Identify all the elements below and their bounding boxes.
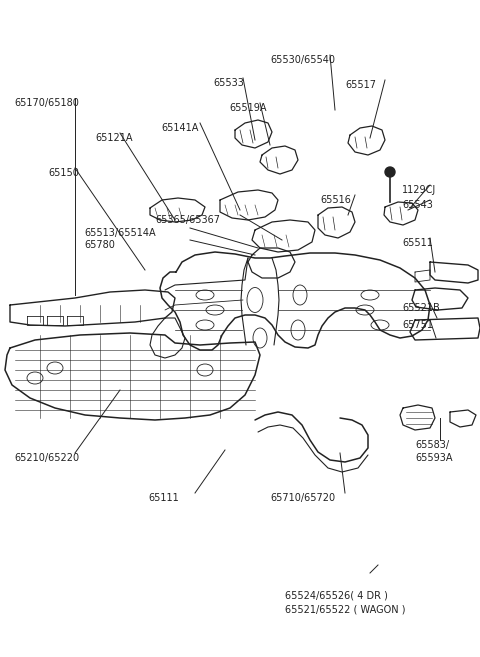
Text: 65121A: 65121A xyxy=(95,133,132,143)
Text: 65533: 65533 xyxy=(213,78,244,88)
Text: 65141A: 65141A xyxy=(161,123,198,133)
Text: 65780: 65780 xyxy=(84,240,115,250)
Text: 65543: 65543 xyxy=(402,200,433,210)
Text: 65513/65514A: 65513/65514A xyxy=(84,228,156,238)
Text: 65516: 65516 xyxy=(320,195,351,205)
Text: 65210/65220: 65210/65220 xyxy=(14,453,79,463)
Text: 65517: 65517 xyxy=(345,80,376,90)
Text: 65150: 65150 xyxy=(48,168,79,178)
Text: 65511: 65511 xyxy=(402,238,433,248)
Text: 65521B: 65521B xyxy=(402,303,440,313)
Circle shape xyxy=(385,167,395,177)
Text: 65170/65180: 65170/65180 xyxy=(14,98,79,108)
Text: 65710/65720: 65710/65720 xyxy=(270,493,335,503)
Text: 65751: 65751 xyxy=(402,320,433,330)
Text: 65111: 65111 xyxy=(148,493,179,503)
Text: 1129CJ: 1129CJ xyxy=(402,185,436,195)
Text: 65583/: 65583/ xyxy=(415,440,449,450)
Text: 65524/65526( 4 DR ): 65524/65526( 4 DR ) xyxy=(285,590,388,600)
Text: 65365/65367: 65365/65367 xyxy=(155,215,220,225)
Text: 65519A: 65519A xyxy=(229,103,266,113)
Text: 65521/65522 ( WAGON ): 65521/65522 ( WAGON ) xyxy=(285,605,406,615)
Text: 65530/65540: 65530/65540 xyxy=(270,55,335,65)
Text: 65593A: 65593A xyxy=(415,453,453,463)
